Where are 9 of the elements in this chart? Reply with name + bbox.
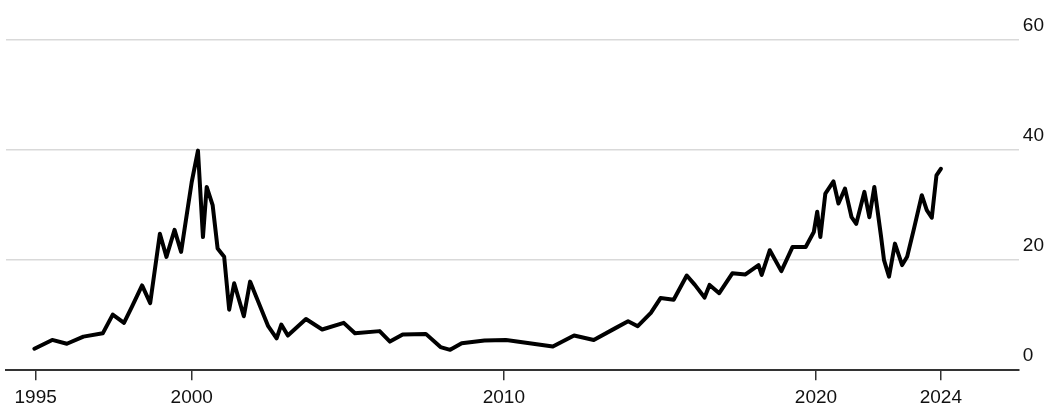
x-tick-label: 2024 [919,385,963,407]
x-tick-label: 2020 [794,385,838,407]
x-tick-label: 2000 [170,385,213,407]
y-tick-label: 20 [1022,234,1045,256]
x-tick-label: 2010 [482,385,525,407]
y-tick-label: 40 [1022,124,1045,146]
y-tick-label: 60 [1022,14,1045,36]
x-tick-label: 1995 [14,385,57,407]
y-tick-label: 0 [1022,344,1034,366]
